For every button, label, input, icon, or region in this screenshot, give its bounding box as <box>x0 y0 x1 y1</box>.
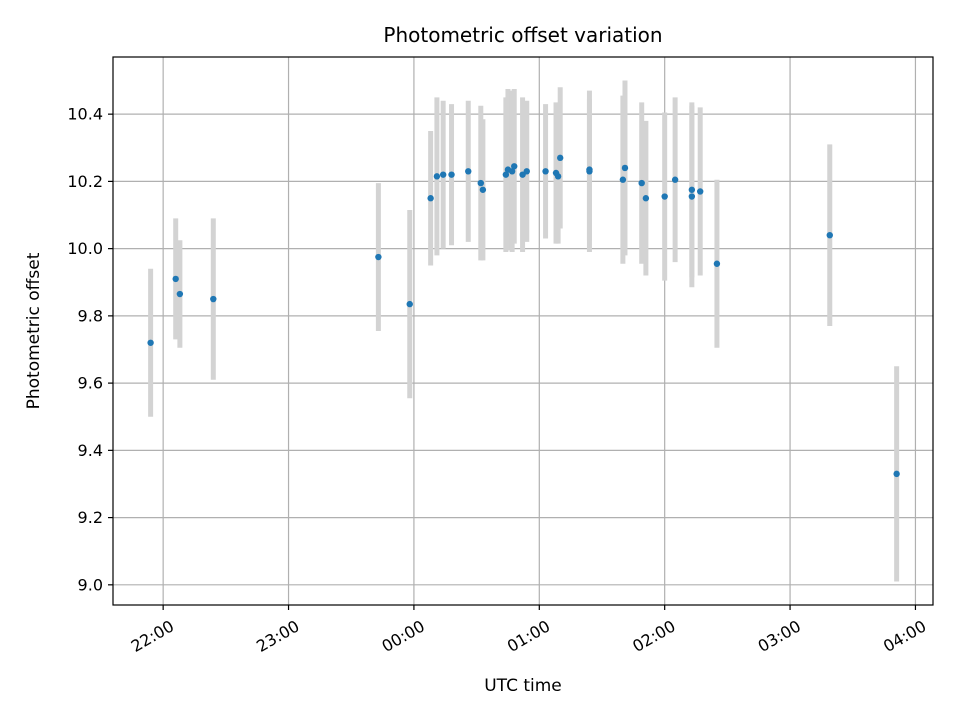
data-point <box>688 186 696 193</box>
x-axis-title: UTC time <box>484 676 562 696</box>
data-point <box>375 253 382 261</box>
y-tick-label: 9.0 <box>78 575 103 594</box>
data-point <box>511 163 518 170</box>
data-point <box>147 339 154 346</box>
data-point <box>406 300 413 308</box>
y-tick-label: 10.4 <box>67 105 103 124</box>
y-tick-label: 10.0 <box>67 239 103 258</box>
data-point <box>826 231 833 239</box>
data-point <box>542 168 549 175</box>
plot-frame <box>112 56 934 606</box>
y-tick-label: 9.8 <box>78 306 103 325</box>
data-point <box>556 154 564 162</box>
data-point <box>619 176 627 183</box>
data-point <box>427 195 434 202</box>
y-tick-label: 9.6 <box>78 374 103 393</box>
data-point <box>465 168 472 175</box>
data-point <box>642 195 650 202</box>
data-point <box>477 179 484 187</box>
data-points <box>147 154 900 478</box>
data-point <box>621 164 629 172</box>
data-point <box>688 193 696 200</box>
data-point <box>671 176 679 183</box>
y-tick-label: 9.2 <box>78 508 103 527</box>
chart-title: Photometric offset variation <box>383 23 662 47</box>
y-tick-label: 9.4 <box>78 441 103 460</box>
data-point <box>433 173 441 180</box>
y-axis-title: Photometric offset <box>24 252 44 409</box>
data-point <box>479 186 487 193</box>
data-point <box>661 193 668 200</box>
data-point <box>439 171 447 178</box>
data-point <box>210 295 217 303</box>
data-point <box>523 168 530 175</box>
y-tick-label: 10.2 <box>67 172 103 191</box>
data-point <box>502 171 510 178</box>
y-axis-ticks: 9.0 9.2 9.4 9.6 9.8 10.0 10.2 10.4 <box>67 105 113 594</box>
data-point <box>448 171 455 178</box>
data-point <box>586 166 593 173</box>
data-point <box>508 168 516 175</box>
data-point <box>713 260 721 267</box>
data-point <box>697 188 704 195</box>
data-point <box>893 470 900 478</box>
data-point <box>638 179 645 187</box>
data-point <box>176 290 184 298</box>
data-point <box>172 275 179 283</box>
data-point <box>554 173 562 180</box>
